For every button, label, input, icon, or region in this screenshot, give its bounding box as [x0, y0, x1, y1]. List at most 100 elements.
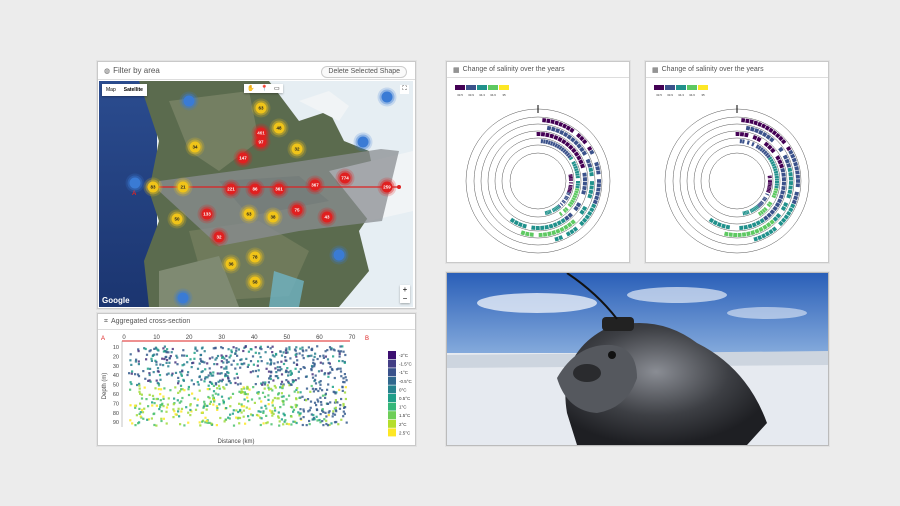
cross-section-point: [305, 376, 307, 378]
cross-section-point: [243, 410, 245, 412]
marker-icon[interactable]: 📍: [257, 84, 270, 93]
map-marker[interactable]: [334, 250, 345, 261]
map-marker[interactable]: 361: [274, 184, 285, 195]
map-marker[interactable]: 50: [172, 213, 183, 224]
map-marker[interactable]: 83: [148, 182, 159, 193]
delete-selected-shape-button[interactable]: Delete Selected Shape: [321, 66, 407, 78]
map-marker[interactable]: 774: [340, 173, 351, 184]
salinity-arc: [571, 139, 574, 141]
salinity-arc: [773, 228, 776, 230]
map-marker[interactable]: 78: [250, 252, 261, 263]
cross-section-point: [334, 377, 336, 379]
map-marker[interactable]: 58: [250, 277, 261, 288]
salinity-arc: [766, 127, 769, 129]
cross-section-point: [206, 420, 208, 422]
zoom-in-button[interactable]: +: [400, 285, 410, 294]
cross-section-point: [222, 347, 224, 349]
map-marker[interactable]: 97: [256, 137, 267, 148]
map-marker[interactable]: 133: [202, 209, 213, 220]
salinity-arc: [777, 203, 779, 206]
map-marker[interactable]: [358, 137, 369, 148]
cross-section-point: [146, 354, 148, 356]
map-marker[interactable]: 63: [256, 103, 267, 114]
cross-section-point: [314, 402, 316, 404]
map-marker[interactable]: 147: [238, 152, 249, 163]
map-type-map[interactable]: Map: [102, 84, 120, 96]
cross-section-point: [204, 368, 206, 370]
cross-section-point: [319, 355, 321, 357]
cross-section-point: [306, 388, 308, 390]
map-marker[interactable]: 43: [322, 211, 333, 222]
cross-section-point: [281, 392, 283, 394]
cross-section-point: [293, 362, 295, 364]
cross-section-point: [129, 419, 131, 421]
cross-section-point: [157, 382, 159, 384]
salinity-arc: [777, 214, 779, 217]
cross-section-point: [340, 350, 342, 352]
rectangle-icon[interactable]: ▭: [271, 84, 283, 93]
legend-label: 1°C: [399, 405, 407, 410]
cross-section-point: [280, 361, 282, 363]
map-marker[interactable]: 86: [250, 184, 261, 195]
cross-section-point: [204, 350, 206, 352]
cross-section-point: [163, 350, 165, 352]
cross-section-point: [200, 354, 202, 356]
cross-section-point: [221, 380, 223, 382]
cross-section-point: [303, 357, 305, 359]
cross-section-point: [225, 407, 227, 409]
salinity-arc: [586, 215, 588, 218]
salinity-arc: [726, 227, 730, 228]
map-marker[interactable]: 48: [274, 123, 285, 134]
salinity-arc: [568, 136, 571, 138]
map-marker[interactable]: [382, 91, 393, 102]
cross-section-point: [195, 409, 197, 411]
cross-section-point: [257, 360, 259, 362]
salinity-arc: [591, 208, 593, 211]
salinity-arc: [575, 193, 576, 195]
cross-section-point: [191, 379, 193, 381]
map-marker[interactable]: 36: [226, 259, 237, 270]
map-marker[interactable]: 367: [310, 179, 321, 190]
cross-section-point: [319, 387, 321, 389]
seal-photo: [446, 272, 829, 446]
map-marker[interactable]: 63: [244, 209, 255, 220]
map-marker[interactable]: 21: [178, 182, 189, 193]
map-marker[interactable]: 221: [226, 184, 237, 195]
salinity-arc: [750, 121, 754, 122]
cross-section-point: [332, 386, 334, 388]
zoom-out-button[interactable]: −: [400, 294, 410, 303]
map-marker[interactable]: [130, 177, 141, 188]
map-marker[interactable]: 38: [268, 211, 279, 222]
cross-section-point: [211, 356, 213, 358]
map-panel-header: ◍ Filter by area Delete Selected Shape: [98, 62, 415, 80]
salinity-arc: [551, 121, 555, 122]
map-marker[interactable]: [184, 96, 195, 107]
map-marker[interactable]: 32: [292, 143, 303, 154]
satellite-map[interactable]: Map Satellite ✋ 📍 ▭ ⛶ + − Google A 63 461…: [99, 81, 413, 307]
cross-section-point: [227, 417, 229, 419]
cross-section-point: [279, 420, 281, 422]
cross-section-point: [204, 417, 206, 419]
cross-section-point: [156, 380, 158, 382]
map-type-satellite[interactable]: Satellite: [120, 84, 147, 96]
pan-hand-icon[interactable]: ✋: [244, 84, 257, 93]
salinity-arc: [792, 154, 793, 157]
cross-section-point: [338, 350, 340, 352]
legend-swatch: [388, 394, 396, 402]
salinity-arc: [747, 233, 751, 234]
salinity-arc: [590, 190, 591, 194]
salinity-arc: [759, 132, 762, 134]
cross-section-point: [188, 386, 190, 388]
fullscreen-icon[interactable]: ⛶: [400, 85, 409, 94]
cross-section-point: [209, 357, 211, 359]
salinity-arc: [781, 164, 782, 168]
cross-section-point: [262, 392, 264, 394]
map-marker[interactable]: 34: [190, 141, 201, 152]
map-marker[interactable]: 259: [382, 182, 393, 193]
cross-section-point: [172, 348, 174, 350]
map-marker[interactable]: 32: [214, 231, 225, 242]
salinity-arc: [763, 134, 766, 136]
map-marker[interactable]: [178, 292, 189, 303]
salinity-legend-swatch: [466, 85, 476, 90]
map-marker[interactable]: 75: [292, 204, 303, 215]
